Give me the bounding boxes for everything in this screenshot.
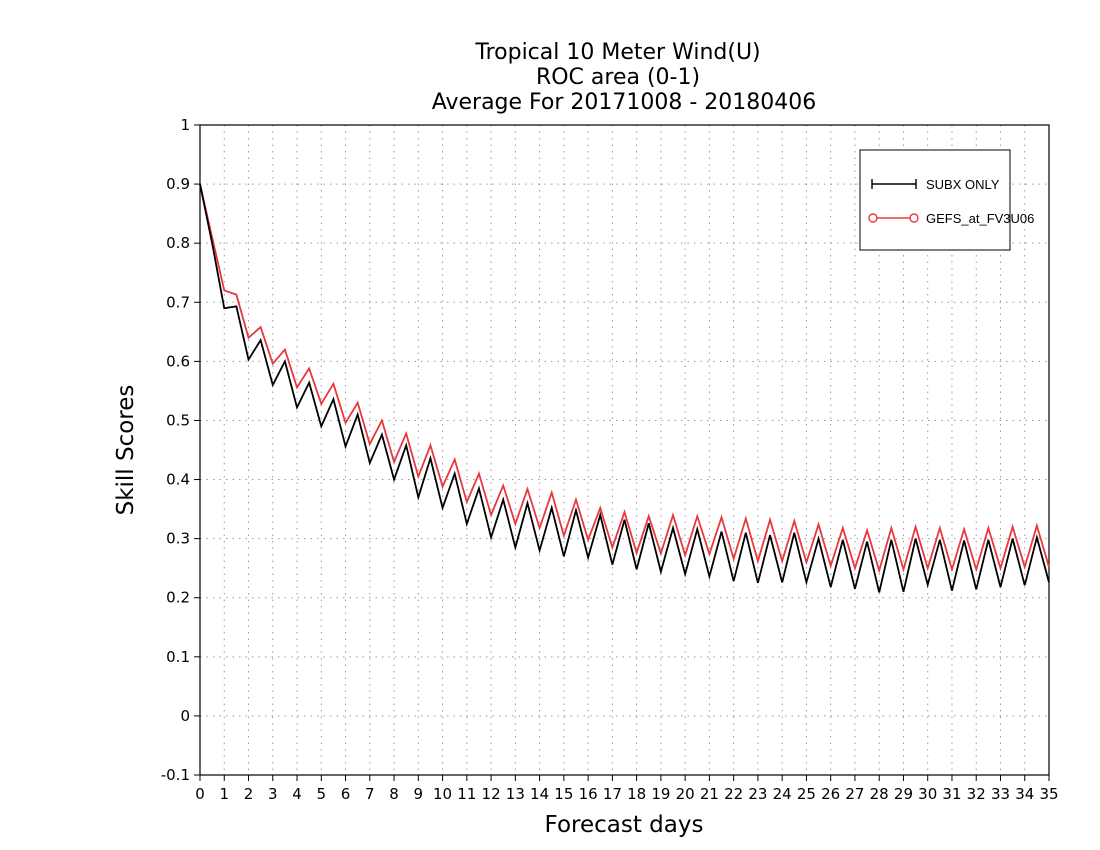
chart-title: Tropical 10 Meter Wind(U) ROC area (0-1)… <box>432 40 817 115</box>
x-tick-label: 30 <box>918 785 937 803</box>
x-tick-label: 22 <box>724 785 743 803</box>
chart-title-line-3: Average For 20171008 - 20180406 <box>432 90 817 115</box>
x-tick-label: 3 <box>268 785 278 803</box>
x-tick-label: 23 <box>748 785 767 803</box>
y-tick-label: 1 <box>180 116 190 134</box>
legend-box <box>859 149 1011 251</box>
x-tick-label: 24 <box>773 785 792 803</box>
legend-item-subx-only: SUBX ONLY <box>871 177 1000 192</box>
x-tick-label: 11 <box>457 785 476 803</box>
legend-item-gefs: GEFS_at_FV3U06 <box>868 211 1034 226</box>
x-tick-label: 12 <box>482 785 501 803</box>
x-tick-label: 0 <box>195 785 205 803</box>
x-tick-label: 17 <box>603 785 622 803</box>
y-tick-label: 0.4 <box>166 471 190 489</box>
plot-area <box>199 124 1050 776</box>
y-tick-label: 0.6 <box>166 352 190 370</box>
y-tick-label: 0.1 <box>166 648 190 666</box>
legend: SUBX ONLY GEFS_at_FV3U06 <box>859 149 1034 251</box>
x-tick-label: 19 <box>651 785 670 803</box>
x-tick-label: 27 <box>845 785 864 803</box>
y-tick-label: 0.3 <box>166 530 190 548</box>
x-tick-label: 29 <box>894 785 913 803</box>
chart-title-line-2: ROC area (0-1) <box>536 65 700 90</box>
axis-ticks: 0 1 2 3 4 5 6 7 8 9 10 11 12 13 14 15 16 17 18 19 20 21 22 23 24… <box>161 116 1059 803</box>
y-axis-label: Skill Scores <box>113 385 139 516</box>
y-tick-label: 0 <box>180 707 190 725</box>
x-tick-label: 14 <box>530 785 549 803</box>
x-tick-label: 16 <box>579 785 598 803</box>
y-tick-label: 0.2 <box>166 589 190 607</box>
x-tick-label: 4 <box>292 785 302 803</box>
legend-marker-circle-left <box>868 213 878 223</box>
legend-label-gefs: GEFS_at_FV3U06 <box>926 211 1034 226</box>
x-tick-label: 9 <box>414 785 424 803</box>
x-tick-label: 33 <box>991 785 1010 803</box>
y-tick-label: -0.1 <box>161 766 190 784</box>
y-tick-label: 0.7 <box>166 293 190 311</box>
y-tick-label: 0.5 <box>166 411 190 429</box>
legend-marker-circle-right <box>909 213 919 223</box>
x-tick-label: 1 <box>219 785 229 803</box>
x-tick-label: 20 <box>676 785 695 803</box>
legend-label-subx-only: SUBX ONLY <box>926 177 1000 192</box>
chart-title-line-1: Tropical 10 Meter Wind(U) <box>474 40 760 65</box>
x-tick-label: 6 <box>341 785 351 803</box>
x-tick-label: 13 <box>506 785 525 803</box>
x-tick-label: 10 <box>433 785 452 803</box>
x-tick-label: 34 <box>1015 785 1034 803</box>
x-tick-label: 32 <box>967 785 986 803</box>
x-tick-label: 2 <box>244 785 254 803</box>
x-tick-label: 8 <box>389 785 399 803</box>
series-line-subx-only <box>199 183 1050 593</box>
x-tick-label: 7 <box>365 785 375 803</box>
x-tick-label: 35 <box>1039 785 1058 803</box>
x-tick-label: 21 <box>700 785 719 803</box>
x-tick-label: 15 <box>554 785 573 803</box>
y-tick-label: 0.8 <box>166 234 190 252</box>
x-tick-label: 18 <box>627 785 646 803</box>
x-tick-label: 25 <box>797 785 816 803</box>
series-line-gefs <box>199 183 1050 574</box>
x-tick-label: 31 <box>942 785 961 803</box>
x-tick-label: 5 <box>317 785 327 803</box>
y-tick-label: 0.9 <box>166 175 190 193</box>
series-layer <box>199 183 1050 593</box>
x-tick-label: 28 <box>870 785 889 803</box>
x-axis-label: Forecast days <box>545 812 704 838</box>
x-tick-label: 26 <box>821 785 840 803</box>
grid-lines <box>200 125 1049 775</box>
